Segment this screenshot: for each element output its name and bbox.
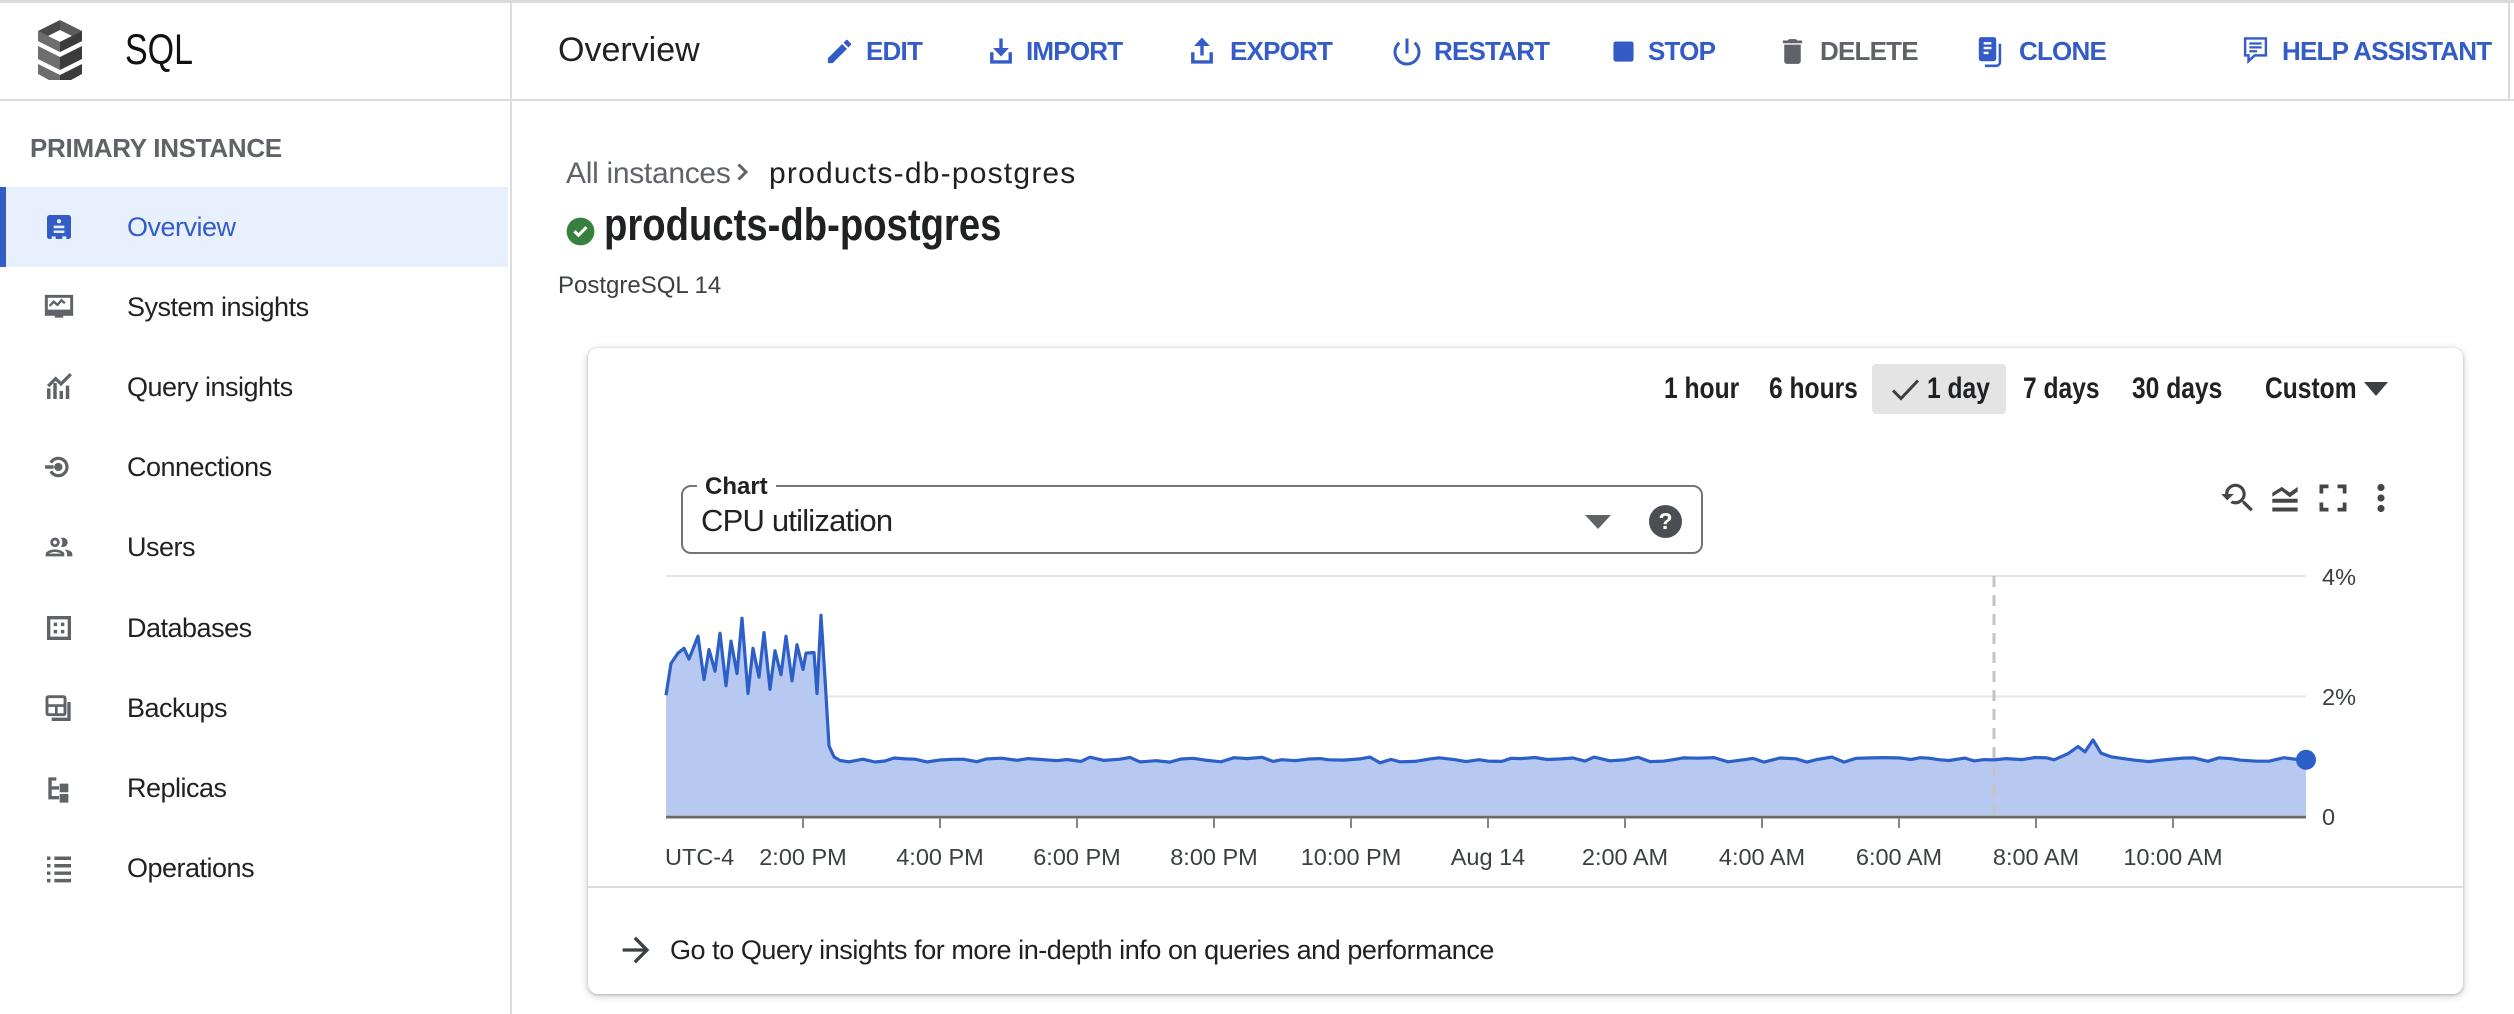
svg-text:Aug 14: Aug 14 [1451,844,1525,870]
svg-text:2:00 AM: 2:00 AM [1582,844,1668,870]
svg-text:8:00 PM: 8:00 PM [1170,844,1258,870]
svg-text:10:00 AM: 10:00 AM [2123,844,2222,870]
svg-text:2%: 2% [2322,684,2356,710]
svg-text:8:00 AM: 8:00 AM [1993,844,2079,870]
svg-text:6:00 AM: 6:00 AM [1856,844,1942,870]
svg-text:4:00 AM: 4:00 AM [1719,844,1805,870]
svg-text:2:00 PM: 2:00 PM [759,844,847,870]
svg-text:0: 0 [2322,804,2335,830]
svg-text:4%: 4% [2322,564,2356,590]
svg-text:UTC-4: UTC-4 [665,844,734,870]
svg-text:4:00 PM: 4:00 PM [896,844,984,870]
svg-text:10:00 PM: 10:00 PM [1301,844,1402,870]
svg-text:6:00 PM: 6:00 PM [1033,844,1121,870]
